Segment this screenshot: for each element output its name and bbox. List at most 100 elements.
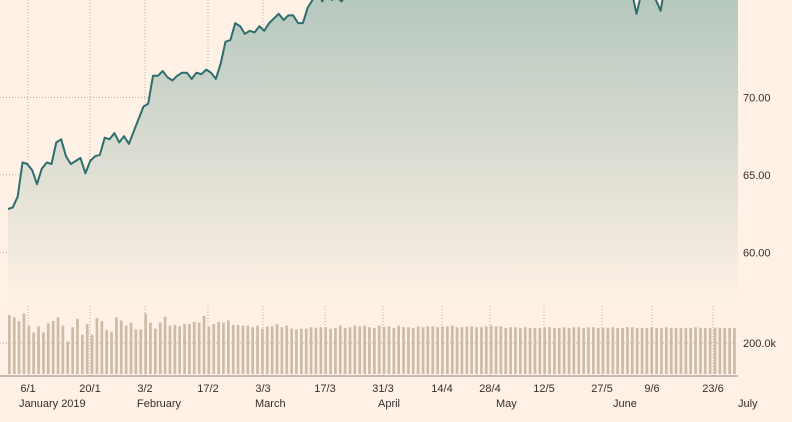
month-label: April xyxy=(378,398,400,410)
volume-bar xyxy=(382,327,386,374)
volume-bar xyxy=(338,325,342,374)
volume-bar xyxy=(475,327,478,374)
volume-bar xyxy=(694,327,697,374)
volume-bar xyxy=(236,324,240,374)
volume-bar xyxy=(538,327,542,374)
volume-bar xyxy=(343,327,347,374)
volume-bar xyxy=(557,327,561,374)
volume-bar xyxy=(674,327,678,374)
volume-bar xyxy=(168,325,172,374)
volume-bar xyxy=(183,324,186,374)
volume-bar xyxy=(251,327,254,374)
volume-bar xyxy=(669,327,673,374)
volume-bar xyxy=(81,334,84,374)
volume-bar xyxy=(397,325,400,374)
volume-bar xyxy=(115,317,118,374)
volume-bar xyxy=(212,324,216,374)
volume-bar xyxy=(543,327,546,374)
volume-bar xyxy=(460,327,464,374)
x-tick-label: 28/4 xyxy=(479,383,500,395)
volume-bar xyxy=(621,327,624,374)
volume-bar xyxy=(733,327,736,374)
volume-bar xyxy=(304,328,308,374)
label-layer: 60.00 65.00 70.00 200.0k 6/1 20/1 3/2 17/2 3/3 17… xyxy=(19,92,777,410)
volume-bar xyxy=(222,322,225,374)
volume-bar xyxy=(329,328,332,374)
volume-bar xyxy=(76,318,79,374)
x-tick-label: 23/6 xyxy=(702,383,723,395)
volume-bar xyxy=(494,326,498,374)
volume-bar xyxy=(363,325,366,374)
volume-bar xyxy=(416,326,420,374)
volume-bar xyxy=(368,327,371,374)
volume-bar xyxy=(426,326,430,374)
volume-bar xyxy=(411,327,415,374)
volume-bar xyxy=(100,321,104,374)
volume-bar xyxy=(256,325,259,374)
volume-bar xyxy=(611,327,615,374)
volume-bar xyxy=(192,321,196,374)
volume-bar xyxy=(17,321,21,374)
volume-bar xyxy=(489,325,493,374)
volume-bar xyxy=(441,326,444,374)
x-tick-label: 17/3 xyxy=(314,383,335,395)
volume-bar xyxy=(149,322,152,374)
x-tick-label: 27/5 xyxy=(591,383,612,395)
volume-bar xyxy=(484,326,488,374)
volume-bar xyxy=(377,325,381,374)
month-label: March xyxy=(255,398,286,410)
volume-bar xyxy=(358,326,362,374)
volume-bar xyxy=(66,341,70,374)
volume-bar xyxy=(37,326,40,374)
volume-bar xyxy=(577,327,581,374)
volume-bar xyxy=(129,322,133,374)
volume-bar xyxy=(660,327,663,374)
volume-bar xyxy=(348,327,352,374)
month-label: May xyxy=(496,398,517,410)
volume-bar xyxy=(601,327,605,374)
volume-bar xyxy=(144,313,147,374)
volume-bar xyxy=(480,327,483,374)
line-layer xyxy=(7,0,664,210)
volume-bar xyxy=(407,327,410,374)
volume-bar xyxy=(51,321,55,374)
volume-bar xyxy=(300,328,303,374)
x-tick-label: 3/2 xyxy=(137,383,152,395)
volume-bar xyxy=(373,327,376,374)
volume-bar xyxy=(689,327,692,374)
volume-bar xyxy=(188,324,191,374)
volume-bar xyxy=(446,326,449,374)
volume-bar xyxy=(324,327,327,374)
volume-bar xyxy=(134,329,138,374)
x-tick-label: 6/1 xyxy=(20,383,35,395)
volume-bar xyxy=(32,332,35,374)
volume-bar xyxy=(295,329,298,374)
volume-bar xyxy=(334,327,337,374)
volume-axis-label: 200.0k xyxy=(743,338,777,350)
volume-bar xyxy=(241,325,245,374)
volume-bar xyxy=(246,325,250,374)
volume-bar xyxy=(178,326,181,374)
volume-bar xyxy=(626,327,629,374)
x-tick-label: 12/5 xyxy=(533,383,554,395)
month-label: February xyxy=(137,398,182,410)
y-tick-label: 65.00 xyxy=(743,170,771,182)
x-tick-label: 20/1 xyxy=(79,383,100,395)
volume-bar xyxy=(703,327,707,374)
volume-bar xyxy=(231,324,235,374)
volume-bar xyxy=(139,329,143,374)
volume-bar xyxy=(645,327,649,374)
volume-bar xyxy=(319,327,323,374)
volume-bar xyxy=(12,317,16,374)
volume-bar xyxy=(655,327,658,374)
volume-bar xyxy=(197,322,201,374)
month-label: January 2019 xyxy=(19,398,86,410)
volume-bar xyxy=(519,327,522,374)
volume-bar xyxy=(723,327,727,374)
volume-bar xyxy=(280,327,284,374)
volume-bar xyxy=(455,327,459,374)
volume-bar xyxy=(61,325,65,374)
volume-bar xyxy=(46,323,50,374)
